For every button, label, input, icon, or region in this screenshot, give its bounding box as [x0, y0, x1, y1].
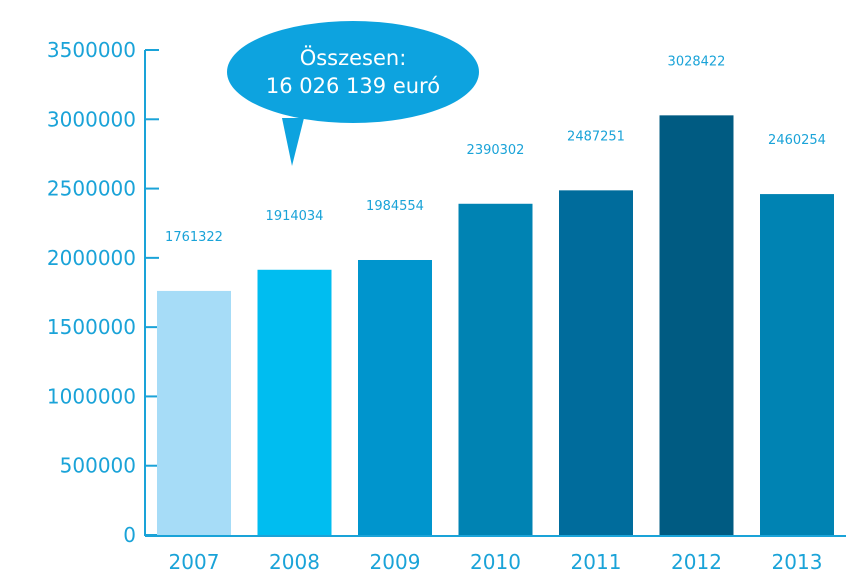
total-callout-bubble: Összesen: 16 026 139 euró [227, 21, 479, 123]
y-tick-label: 2000000 [47, 246, 136, 270]
x-tick-label-2008: 2008 [269, 550, 320, 573]
bar-2012 [659, 115, 734, 536]
y-tick-label: 0 [123, 523, 136, 547]
callout-tail [282, 118, 304, 166]
data-label-2009: 1984554 [366, 199, 424, 214]
data-label-2013: 2460254 [768, 133, 826, 148]
bar-2009 [358, 259, 432, 535]
y-tick-label: 2500000 [47, 177, 136, 201]
y-tick-label: 1500000 [47, 315, 136, 339]
data-label-2008: 1914034 [266, 209, 324, 224]
bar-2011 [559, 190, 633, 535]
bar-2010 [458, 203, 533, 535]
callout-line-1: Összesen: [299, 46, 407, 70]
y-tick-label: 500000 [60, 454, 136, 478]
x-tick-label-2009: 2009 [370, 550, 421, 573]
bar-2013 [760, 194, 834, 535]
data-label-2007: 1761322 [165, 230, 223, 245]
x-tick-label-2013: 2013 [772, 550, 823, 573]
y-tick-label: 3000000 [47, 107, 136, 131]
bar-2008 [257, 269, 332, 535]
data-label-2012: 3028422 [668, 54, 726, 69]
bar-2007 [157, 290, 231, 535]
x-tick-label-2011: 2011 [571, 550, 622, 573]
data-label-2011: 2487251 [567, 129, 625, 144]
y-tick-label: 1000000 [47, 384, 136, 408]
callout-line-2: 16 026 139 euró [265, 74, 441, 98]
x-tick-label-2010: 2010 [470, 550, 521, 573]
x-tick-label-2007: 2007 [169, 550, 220, 573]
x-tick-label-2012: 2012 [671, 550, 722, 573]
y-tick-label: 3500000 [47, 38, 136, 62]
data-label-2010: 2390302 [467, 143, 525, 158]
